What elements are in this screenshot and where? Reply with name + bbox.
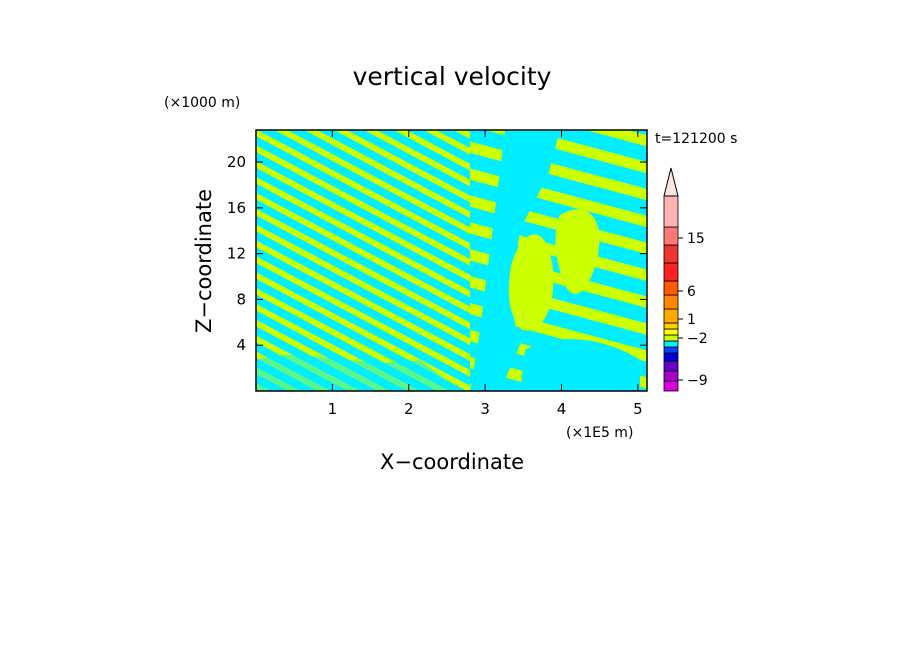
colorbar-tick-label: 1 xyxy=(687,312,696,328)
colorbar-band xyxy=(663,340,679,348)
field-region-positive xyxy=(508,234,554,331)
y-axis-label: Z−coordinate xyxy=(192,189,216,333)
colorbar-tick-label: 15 xyxy=(687,231,705,247)
time-label: t=121200 s xyxy=(655,131,737,147)
colorbar-band xyxy=(663,370,679,382)
colorbar-band xyxy=(663,328,679,336)
colorbar-band xyxy=(663,308,679,324)
field-region-negative xyxy=(256,355,460,391)
x-tick-label: 3 xyxy=(480,400,490,418)
colorbar-tick-label: −9 xyxy=(687,373,708,389)
colorbar-band xyxy=(663,380,679,392)
field-region-negative xyxy=(520,339,640,391)
heatmap-field xyxy=(256,130,647,391)
y-tick-label: 4 xyxy=(236,336,246,354)
colorbar-band xyxy=(663,262,679,282)
x-tick-label: 2 xyxy=(404,400,414,418)
colorbar-band xyxy=(663,294,679,310)
colorbar-tick-label: 6 xyxy=(687,284,696,300)
x-tick-label: 4 xyxy=(557,400,567,418)
colorbar-band xyxy=(663,226,679,246)
colorbar-band xyxy=(663,280,679,296)
y-axis-ticks: 4 8 12 16 20 xyxy=(227,153,647,354)
x-unit-label: (×1E5 m) xyxy=(566,425,633,441)
chart-title: vertical velocity xyxy=(353,62,552,91)
y-tick-label: 16 xyxy=(227,199,246,217)
x-tick-label: 1 xyxy=(328,400,338,418)
y-tick-label: 8 xyxy=(236,290,246,308)
colorbar-band xyxy=(663,360,679,372)
colorbar-band xyxy=(663,352,679,362)
colorbar: 15 6 1 −2 −9 xyxy=(663,167,708,392)
colorbar-band xyxy=(663,195,679,228)
colorbar-extend-arrow xyxy=(663,167,679,197)
field-region-positive xyxy=(555,209,600,294)
colorbar-band xyxy=(663,346,679,354)
y-unit-label: (×1000 m) xyxy=(164,95,240,111)
colorbar-tick-label: −2 xyxy=(687,331,708,347)
colorbar-band xyxy=(663,322,679,330)
colorbar-band xyxy=(663,334,679,342)
x-axis-ticks: 1 2 3 4 5 xyxy=(328,130,643,418)
colorbar-band xyxy=(663,244,679,264)
y-tick-label: 20 xyxy=(227,153,246,171)
plot-frame xyxy=(255,129,648,392)
x-axis-label: X−coordinate xyxy=(380,450,524,474)
y-tick-label: 12 xyxy=(227,245,246,263)
x-tick-label: 5 xyxy=(633,400,643,418)
